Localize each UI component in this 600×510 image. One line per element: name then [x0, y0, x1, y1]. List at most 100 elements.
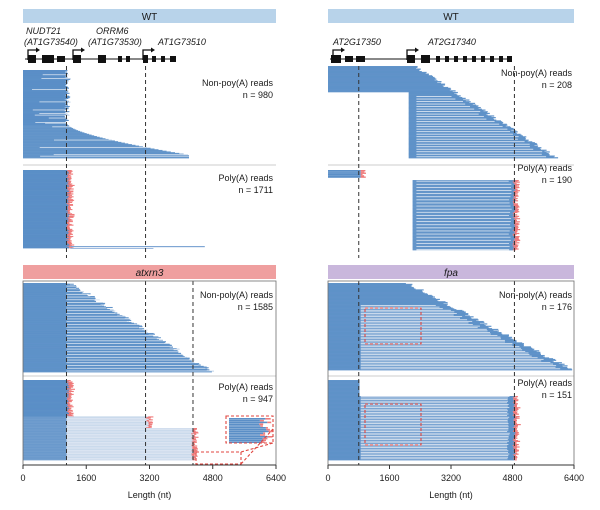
read-bar	[23, 236, 68, 238]
polya-tail	[193, 444, 196, 446]
read-bar	[412, 201, 513, 203]
read-bar	[328, 88, 452, 90]
polya-tail	[69, 388, 75, 390]
read-bar	[66, 354, 183, 356]
polya-tail	[515, 424, 521, 426]
panel-r4-count: n = 151	[542, 390, 572, 400]
read-bar	[23, 174, 68, 177]
read-bar	[23, 194, 69, 196]
read-bar	[23, 352, 179, 354]
read-bar	[416, 128, 508, 130]
polya-tail	[69, 407, 72, 409]
polya-tail	[69, 408, 71, 410]
read-bar	[360, 428, 509, 430]
polya-tail	[513, 410, 518, 412]
read-bar	[23, 135, 95, 137]
read-bar	[416, 113, 479, 115]
read-bar	[412, 183, 515, 185]
read-bar	[328, 321, 485, 323]
polya-tail	[513, 400, 519, 402]
read-bar	[23, 152, 180, 155]
polya-tail	[512, 411, 516, 413]
polya-tail	[513, 230, 518, 232]
read-bar	[328, 441, 515, 443]
polya-tail	[193, 428, 197, 430]
read-bar	[328, 350, 540, 352]
read-bar	[23, 396, 67, 398]
read-bar	[23, 95, 70, 97]
read-bar	[23, 296, 91, 298]
read-bar	[66, 447, 192, 449]
polya-tail	[514, 242, 520, 244]
read-bar	[328, 300, 439, 302]
polya-tail	[360, 172, 366, 174]
read-bar	[416, 224, 511, 226]
read-bar	[66, 283, 70, 285]
polya-tail	[66, 174, 69, 176]
polya-tail	[67, 214, 69, 216]
read-bar	[360, 316, 463, 318]
read-bar	[23, 293, 91, 295]
read-bar	[23, 186, 69, 188]
read-bar	[328, 309, 457, 311]
polya-tail	[260, 425, 263, 427]
read-bar	[23, 204, 68, 206]
read-bar	[328, 78, 437, 80]
read-bar	[328, 406, 514, 408]
read-bar	[412, 231, 515, 233]
read-bar	[360, 335, 498, 337]
polya-tail	[514, 218, 521, 220]
read-bar	[360, 324, 473, 326]
polya-tail	[514, 246, 517, 249]
read-bar	[23, 188, 69, 190]
read-bar	[40, 155, 189, 157]
read-bar	[328, 343, 524, 346]
read-bar	[23, 390, 69, 393]
polya-tail	[148, 423, 153, 425]
read-bar	[23, 175, 68, 177]
read-bar	[360, 366, 556, 369]
read-bar	[23, 246, 70, 248]
read-bar	[408, 104, 477, 106]
polya-tail	[514, 440, 521, 442]
read-bar	[412, 235, 513, 237]
polya-tail	[514, 420, 517, 422]
read-bar	[360, 399, 508, 401]
read-bar	[23, 294, 88, 296]
polya-tail	[148, 426, 152, 428]
read-bar	[408, 132, 516, 134]
read-bar	[328, 361, 554, 363]
read-bar	[52, 126, 71, 128]
polya-tail	[69, 178, 72, 180]
polya-tail	[513, 430, 518, 432]
read-bar	[416, 249, 510, 251]
read-bar	[360, 308, 443, 310]
read-bar	[23, 394, 68, 396]
read-bar	[66, 457, 193, 459]
polya-tail	[514, 436, 517, 438]
polya-tail	[66, 380, 69, 382]
read-bar	[23, 312, 118, 314]
read-bar	[23, 297, 96, 299]
polya-tail	[66, 187, 72, 189]
polya-tail	[193, 449, 196, 451]
polya-tail	[514, 188, 518, 190]
polya-tail	[513, 408, 519, 410]
polya-tail	[67, 403, 71, 405]
polya-tail	[69, 196, 74, 198]
read-bar	[328, 359, 557, 361]
read-bar	[23, 245, 70, 247]
read-bar	[66, 356, 187, 359]
read-bar	[229, 425, 261, 427]
read-bar	[23, 388, 70, 390]
read-bar	[23, 181, 70, 183]
polya-tail	[68, 183, 73, 185]
read-bar	[23, 235, 68, 237]
read-bar	[360, 431, 508, 433]
read-bar	[412, 186, 515, 188]
polya-tail	[514, 450, 519, 452]
read-bar	[23, 308, 108, 310]
read-bar	[328, 358, 554, 360]
x-tick-label: 1600	[379, 473, 399, 483]
x-axis-left: 0 1600 3200 4800 6400	[20, 280, 286, 483]
